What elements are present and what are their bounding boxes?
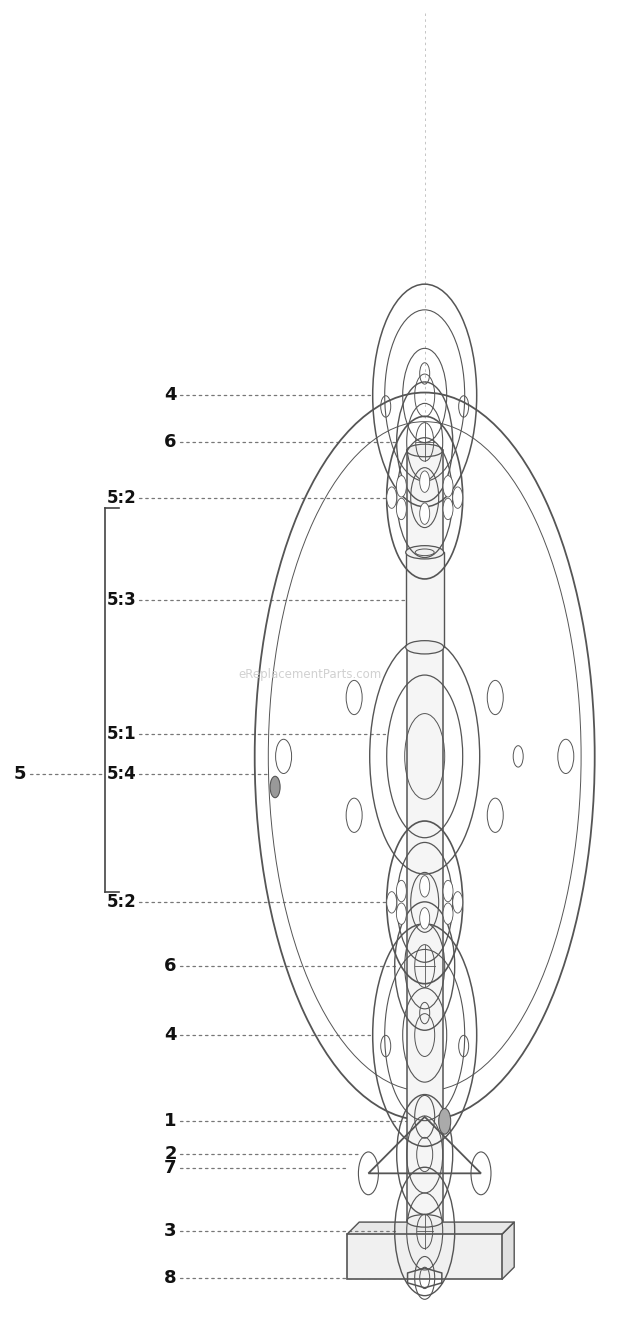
Ellipse shape [396,475,406,498]
Text: 5: 5 [14,766,26,783]
Ellipse shape [420,876,430,897]
Text: 5:4: 5:4 [107,766,136,783]
Ellipse shape [453,487,463,508]
Ellipse shape [439,1108,451,1135]
Polygon shape [502,1222,514,1279]
Text: 4: 4 [164,386,177,405]
Text: 6: 6 [164,957,177,975]
Text: 5:2: 5:2 [107,488,136,507]
Ellipse shape [407,445,443,456]
Ellipse shape [405,641,444,654]
Ellipse shape [396,902,406,925]
FancyBboxPatch shape [347,1234,502,1279]
Text: eReplacementParts.com: eReplacementParts.com [238,667,382,681]
Text: 6: 6 [164,433,177,451]
Ellipse shape [396,498,406,520]
Ellipse shape [396,880,406,902]
Text: 5:3: 5:3 [107,591,136,609]
Text: 8: 8 [164,1269,177,1287]
Text: 2: 2 [164,1145,177,1164]
Ellipse shape [387,892,397,913]
Ellipse shape [443,475,453,498]
Bar [407,450,443,1221]
Ellipse shape [270,776,280,798]
Ellipse shape [387,487,397,508]
Polygon shape [347,1222,514,1234]
Text: 5:2: 5:2 [107,893,136,912]
Ellipse shape [407,1214,443,1227]
Text: 3: 3 [164,1222,177,1241]
Text: 4: 4 [164,1026,177,1044]
Ellipse shape [420,908,430,929]
Ellipse shape [453,892,463,913]
Text: 7: 7 [164,1158,177,1177]
Bar [405,552,444,648]
Ellipse shape [420,471,430,492]
Text: 1: 1 [164,1112,177,1131]
Ellipse shape [443,902,453,925]
Ellipse shape [443,880,453,902]
Ellipse shape [405,545,444,559]
Text: 5:1: 5:1 [107,726,136,743]
Ellipse shape [443,498,453,520]
Ellipse shape [420,503,430,524]
